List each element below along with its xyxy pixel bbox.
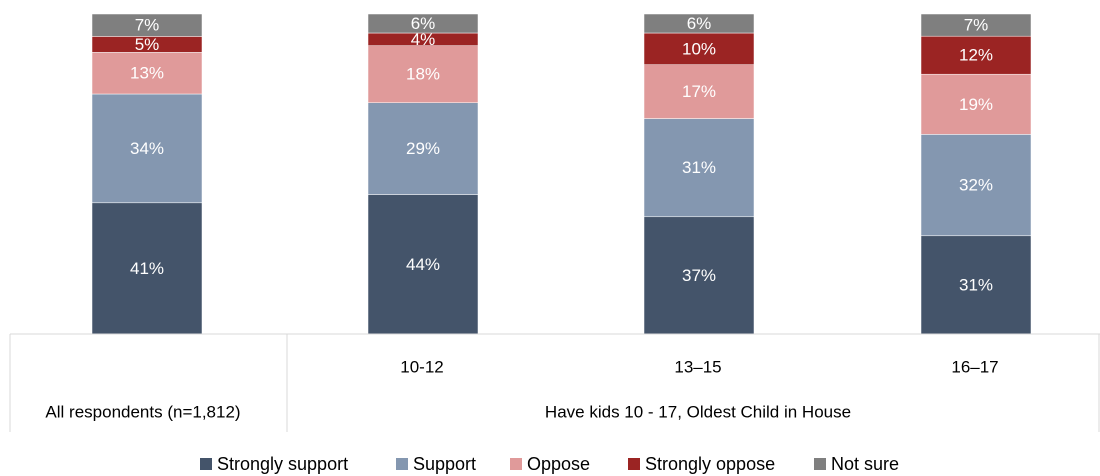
category-label-10-12: 10-12 xyxy=(400,357,443,376)
data-label: 19% xyxy=(959,95,993,114)
bar-segment xyxy=(367,13,479,34)
legend-swatch xyxy=(200,458,212,470)
data-label: 37% xyxy=(682,266,716,285)
bar-segment xyxy=(91,93,203,204)
legend-label: Strongly support xyxy=(217,454,348,474)
data-label: 17% xyxy=(682,82,716,101)
bars-layer: 41%34%13%5%7%44%29%18%4%6%37%31%17%10%6%… xyxy=(91,13,1032,335)
legend: Strongly support Support Oppose Strongly op… xyxy=(200,454,899,474)
legend-label: Support xyxy=(413,454,476,474)
legend-swatch xyxy=(510,458,522,470)
group-label: Have kids 10 - 17, Oldest Child in House xyxy=(545,402,851,421)
legend-swatch xyxy=(814,458,826,470)
bar-segment xyxy=(367,102,479,195)
data-label: 13% xyxy=(130,64,164,83)
category-label-16-17: 16–17 xyxy=(951,357,998,376)
bar-segment xyxy=(643,32,755,65)
data-label: 18% xyxy=(406,65,440,84)
data-label: 5% xyxy=(135,35,160,54)
category-axis-table: All respondents (n=1,812) 10-12 13–15 16… xyxy=(9,333,1100,432)
category-label-13-15: 13–15 xyxy=(674,357,721,376)
bar-segment xyxy=(91,13,203,37)
bar-segment xyxy=(643,13,755,34)
data-label: 41% xyxy=(130,259,164,278)
bar-segment xyxy=(367,45,479,103)
legend-swatch xyxy=(628,458,640,470)
legend-swatch xyxy=(396,458,408,470)
legend-label: Not sure xyxy=(831,454,899,474)
bar-segment xyxy=(920,134,1032,237)
legend-label: Strongly oppose xyxy=(645,454,775,474)
data-label: 34% xyxy=(130,139,164,158)
bar-segment xyxy=(91,202,203,335)
legend-label: Oppose xyxy=(527,454,590,474)
data-label: 31% xyxy=(959,275,993,294)
bar-segment xyxy=(920,13,1032,37)
data-label: 29% xyxy=(406,139,440,158)
data-label: 12% xyxy=(959,46,993,65)
data-label: 32% xyxy=(959,176,993,195)
bar-segment xyxy=(643,64,755,119)
data-label: 6% xyxy=(687,14,712,33)
data-label: 7% xyxy=(135,16,160,35)
data-label: 31% xyxy=(682,158,716,177)
data-label: 4% xyxy=(411,30,436,49)
bar-segment xyxy=(920,73,1032,135)
data-label: 6% xyxy=(411,14,436,33)
data-label: 44% xyxy=(406,255,440,274)
data-label: 7% xyxy=(964,16,989,35)
data-label: 10% xyxy=(682,39,716,58)
bar-segment xyxy=(643,118,755,218)
category-label-all: All respondents (n=1,812) xyxy=(45,402,240,421)
bar-segment xyxy=(643,216,755,335)
bar-segment xyxy=(920,235,1032,335)
